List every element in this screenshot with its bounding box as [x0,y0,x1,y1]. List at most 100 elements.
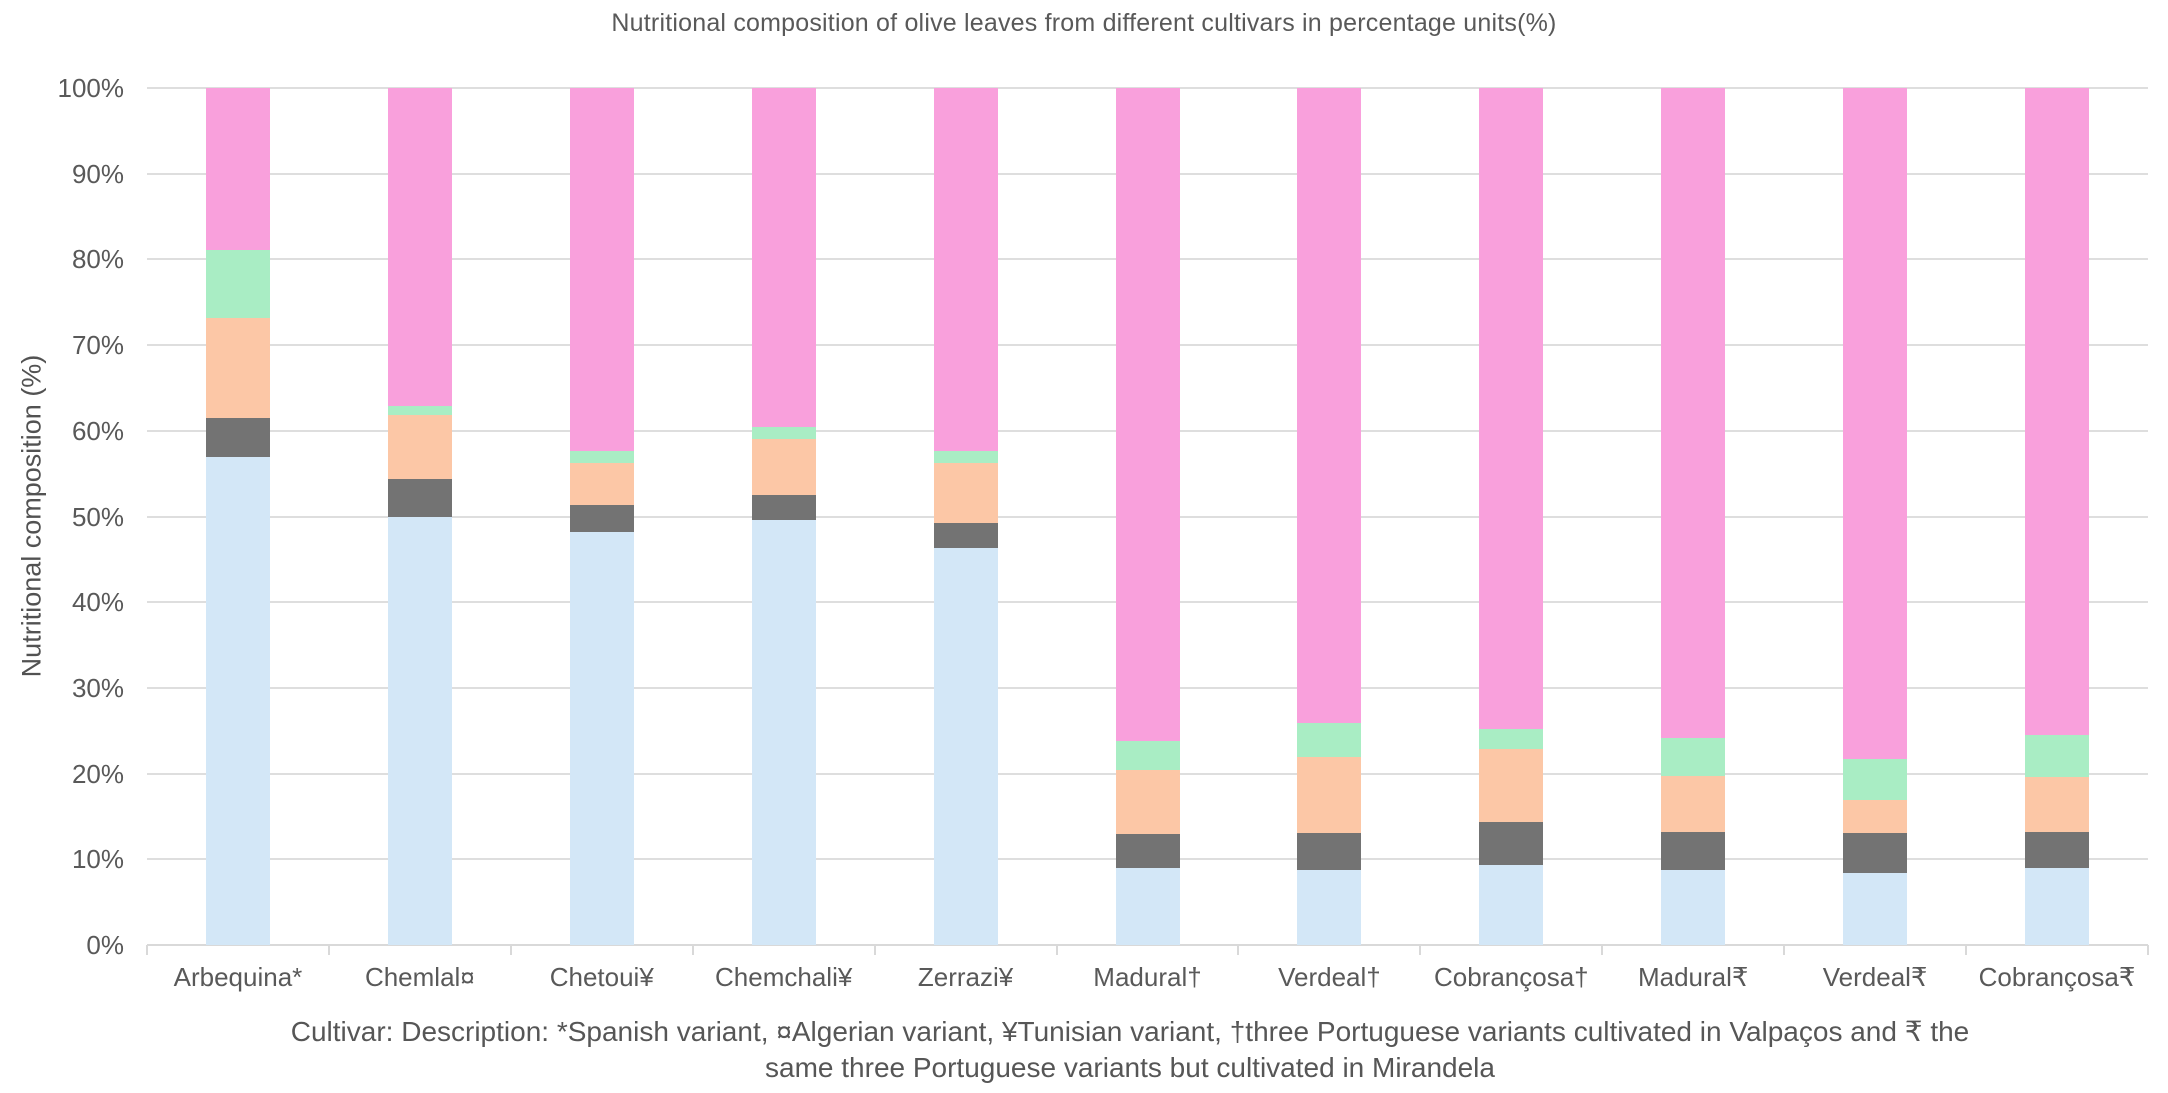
segment-4-light-green [205,250,270,318]
segment-5-pink [205,88,270,250]
x-label-Madural†: Madural† [1093,962,1202,992]
segment-2-dark-gray [1115,833,1180,868]
y-tick-label-30%: 30% [71,672,124,703]
segment-3-peach [1115,770,1180,834]
x-axis-tick [1055,945,1058,955]
segment-1-light-blue [205,456,270,945]
segment-4-light-green [1661,738,1726,777]
segment-4-light-green [1297,723,1362,758]
bar-Zerrazi¥ [933,88,998,945]
segment-3-peach [933,463,998,524]
x-label-Chemchali¥: Chemchali¥ [715,962,853,992]
segment-4-light-green [933,451,998,464]
segment-3-peach [205,317,270,418]
segment-2-dark-gray [751,495,816,520]
segment-5-pink [933,88,998,452]
segment-1-light-blue [1115,867,1180,945]
segment-2-dark-gray [933,523,998,549]
segment-1-light-blue [1661,869,1726,945]
x-axis-tick [691,945,694,955]
x-axis-line [147,944,2148,946]
segment-5-pink [751,88,816,428]
segment-3-peach [1843,800,1908,833]
bar-Cobrançosa₹ [2025,88,2090,945]
segment-4-light-green [1843,759,1908,801]
segment-1-light-blue [1843,873,1908,945]
bar-Madural₹ [1661,88,1726,945]
gridline-100pct [147,87,2148,89]
y-tick-label-20%: 20% [71,758,124,789]
segment-1-light-blue [751,519,816,945]
segment-2-dark-gray [1661,831,1726,870]
axis-caption: Cultivar: Description: *Spanish variant,… [130,1014,2130,1086]
segment-2-dark-gray [1843,832,1908,874]
x-axis-tick [1965,945,1968,955]
x-label-Cobrançosa₹: Cobrançosa₹ [1978,962,2136,992]
segment-1-light-blue [569,531,634,945]
segment-4-light-green [569,451,634,464]
x-label-Verdeal†: Verdeal† [1278,962,1381,992]
segment-5-pink [569,88,634,452]
bar-Verdeal₹ [1843,88,1908,945]
segment-3-peach [1661,776,1726,832]
y-tick-label-10%: 10% [71,844,124,875]
segment-5-pink [1661,88,1726,739]
segment-4-light-green [1115,741,1180,771]
y-tick-label-90%: 90% [71,158,124,189]
x-label-Madural₹: Madural₹ [1637,962,1749,992]
bar-Verdeal† [1297,88,1362,945]
segment-3-peach [1479,748,1544,823]
segment-5-pink [1297,88,1362,724]
bar-Madural† [1115,88,1180,945]
segment-2-dark-gray [1297,832,1362,870]
x-label-Cobrançosa†: Cobrançosa† [1433,962,1589,992]
segment-2-dark-gray [569,505,634,532]
caption-line-1: Cultivar: Description: *Spanish variant,… [290,1016,1970,1047]
plot-area [146,87,2149,955]
segment-1-light-blue [933,548,998,945]
segment-4-light-green [387,405,452,416]
bar-Chemlal¤ [387,88,452,945]
segment-1-light-blue [1297,869,1362,945]
segment-3-peach [569,463,634,506]
caption-line-2: same three Portuguese variants but culti… [765,1052,1495,1083]
chart-title: Nutritional composition of olive leaves … [611,9,1557,37]
x-axis-tick [873,945,876,955]
segment-1-light-blue [387,516,452,945]
segment-4-light-green [2025,735,2090,778]
segment-5-pink [2025,88,2090,736]
y-tick-label-80%: 80% [71,244,124,275]
x-axis-tick [1601,945,1604,955]
x-label-Zerrazi¥: Zerrazi¥ [917,962,1014,992]
x-axis-tick [1419,945,1422,955]
segment-3-peach [2025,777,2090,832]
x-axis-tick [1237,945,1240,955]
y-tick-label-100%: 100% [57,73,125,103]
bar-Arbequina* [205,88,270,945]
segment-5-pink [1115,88,1180,742]
segment-5-pink [1479,88,1544,730]
segment-1-light-blue [2025,867,2090,945]
segment-4-light-green [1479,729,1544,749]
bar-Cobrançosa† [1479,88,1544,945]
x-axis-tick [327,945,330,955]
x-axis-tick [1783,945,1786,955]
segment-4-light-green [751,427,816,439]
y-tick-label-50%: 50% [71,501,124,532]
bar-Chemchali¥ [751,88,816,945]
x-label-Chemlal¤: Chemlal¤ [364,962,475,992]
x-label-Arbequina*: Arbequina* [173,962,303,992]
x-label-Verdeal₹: Verdeal₹ [1822,962,1928,992]
y-tick-label-70%: 70% [71,330,124,361]
segment-5-pink [1843,88,1908,760]
y-tick-label-40%: 40% [71,587,124,618]
bar-Chetoui¥ [569,88,634,945]
segment-5-pink [387,88,452,406]
segment-2-dark-gray [2025,831,2090,868]
segment-2-dark-gray [387,478,452,517]
x-axis-tick [2147,945,2149,955]
segment-3-peach [1297,757,1362,833]
segment-2-dark-gray [1479,822,1544,866]
x-axis-tick [509,945,512,955]
